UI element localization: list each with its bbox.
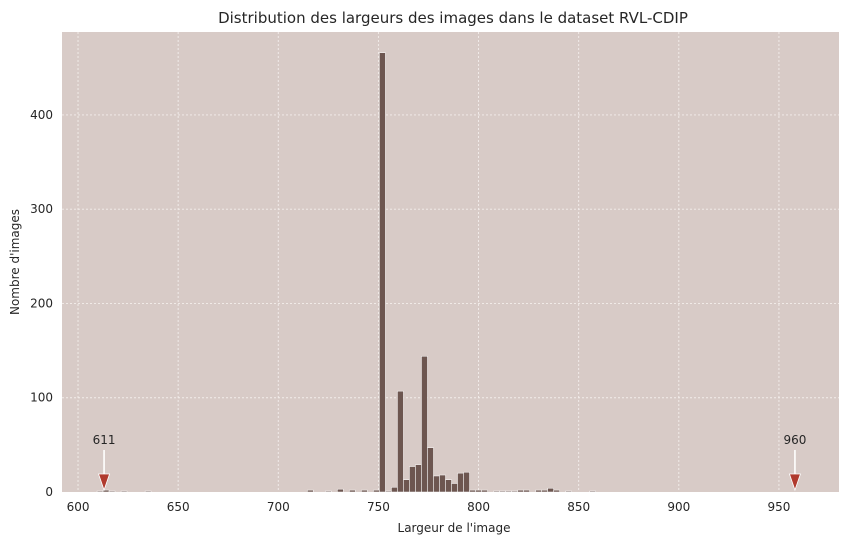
histogram-bar — [481, 489, 488, 493]
annotations: 611 960 — [93, 433, 806, 492]
histogram-bar — [337, 488, 344, 493]
annotation-label: 611 — [93, 433, 116, 447]
histogram-bar — [499, 490, 506, 493]
histogram-bar — [403, 479, 410, 493]
histogram-bar — [144, 490, 152, 493]
x-tick-label: 900 — [667, 500, 690, 514]
histogram-bar — [475, 489, 482, 493]
gridlines — [62, 32, 839, 492]
histogram-bar — [589, 490, 596, 493]
histogram-bar — [409, 466, 416, 493]
histogram-bar — [385, 490, 392, 493]
annotation-label: 960 — [783, 433, 806, 447]
histogram-bar — [96, 490, 104, 493]
histogram-bar — [397, 390, 404, 493]
histogram-bar — [349, 489, 356, 493]
histogram-bar — [415, 464, 422, 493]
y-axis-label: Nombre d'images — [8, 209, 22, 315]
histogram-bar — [547, 487, 554, 493]
x-tick-label: 850 — [567, 500, 590, 514]
histogram-bar — [541, 489, 548, 493]
histogram-bar — [511, 490, 518, 493]
tick-labels: 600 650 700 750 800 850 900 950 0 100 200 300 400 — [30, 108, 790, 514]
histogram-bar — [523, 489, 530, 493]
histogram-bar — [493, 490, 500, 493]
y-tick-label: 0 — [45, 485, 53, 499]
histogram-bar — [439, 474, 446, 493]
x-tick-label: 700 — [267, 500, 290, 514]
histogram-bar — [451, 483, 458, 493]
histogram-bar — [535, 489, 542, 493]
histogram-bar — [433, 475, 440, 493]
histogram-bar — [517, 489, 524, 493]
x-axis-label: Largeur de l'image — [398, 521, 511, 535]
histogram-bar — [445, 479, 452, 493]
bars — [96, 52, 596, 493]
histogram-bar — [379, 52, 386, 493]
y-tick-label: 100 — [30, 391, 53, 405]
y-tick-label: 400 — [30, 108, 53, 122]
histogram-bar — [505, 490, 512, 493]
histogram-bar — [421, 356, 428, 493]
histogram-bar — [373, 489, 380, 493]
histogram-bar — [463, 471, 470, 493]
chart-title: Distribution des largeurs des images dan… — [218, 9, 688, 27]
histogram-bar — [565, 490, 572, 493]
y-tick-label: 200 — [30, 296, 53, 310]
histogram-bar — [120, 490, 128, 493]
histogram-bar — [391, 487, 398, 493]
y-tick-label: 300 — [30, 202, 53, 216]
histogram-bar — [361, 489, 368, 493]
histogram-bar — [553, 489, 560, 493]
histogram-bar — [469, 489, 476, 493]
histogram-bar — [108, 490, 116, 493]
histogram-bar — [325, 490, 332, 493]
plot-area — [62, 32, 839, 492]
histogram-bar — [457, 472, 464, 493]
histogram-bar — [427, 447, 434, 493]
histogram-bar — [307, 489, 314, 493]
x-tick-label: 650 — [167, 500, 190, 514]
annotation-arrow-head — [788, 473, 802, 492]
x-tick-label: 800 — [467, 500, 490, 514]
annotation-arrow-head — [97, 473, 111, 492]
x-tick-label: 750 — [367, 500, 390, 514]
x-tick-label: 600 — [67, 500, 90, 514]
x-tick-label: 950 — [767, 500, 790, 514]
